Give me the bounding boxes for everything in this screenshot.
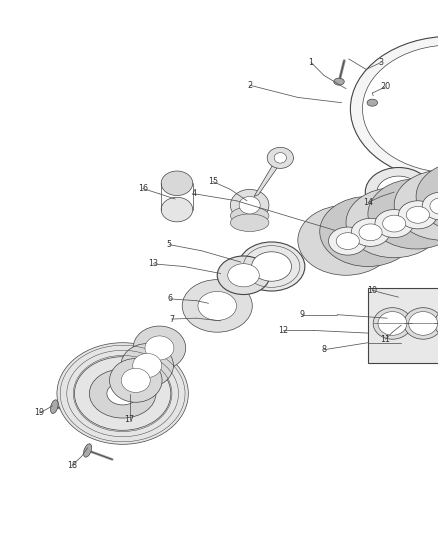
Ellipse shape	[336, 233, 359, 249]
Text: 6: 6	[167, 294, 173, 303]
Ellipse shape	[298, 205, 394, 275]
Text: 3: 3	[378, 58, 384, 67]
Ellipse shape	[121, 344, 173, 387]
Text: 10: 10	[367, 286, 377, 295]
Ellipse shape	[57, 343, 188, 445]
Ellipse shape	[110, 359, 162, 402]
Text: 1: 1	[308, 58, 314, 67]
Text: 18: 18	[67, 461, 77, 470]
Ellipse shape	[416, 161, 438, 231]
Text: 20: 20	[380, 83, 391, 92]
Ellipse shape	[383, 215, 406, 232]
Ellipse shape	[89, 369, 156, 418]
Text: 15: 15	[208, 177, 218, 186]
Ellipse shape	[133, 353, 162, 377]
Ellipse shape	[267, 147, 293, 168]
Ellipse shape	[367, 99, 378, 106]
Ellipse shape	[230, 214, 269, 231]
Text: 14: 14	[363, 198, 373, 207]
Text: 2: 2	[247, 80, 252, 90]
Ellipse shape	[334, 78, 344, 85]
Ellipse shape	[320, 197, 416, 266]
Ellipse shape	[230, 207, 269, 224]
Ellipse shape	[239, 197, 260, 214]
Ellipse shape	[406, 206, 429, 223]
Ellipse shape	[351, 219, 390, 246]
Ellipse shape	[230, 189, 269, 221]
Ellipse shape	[373, 308, 412, 339]
Text: 17: 17	[124, 415, 135, 424]
Bar	[368, 288, 438, 363]
Ellipse shape	[217, 256, 270, 295]
Ellipse shape	[133, 326, 186, 370]
Text: 11: 11	[381, 335, 390, 344]
Ellipse shape	[346, 188, 438, 258]
Ellipse shape	[434, 308, 438, 339]
Ellipse shape	[74, 357, 171, 430]
Text: 5: 5	[166, 240, 172, 249]
Ellipse shape	[274, 152, 286, 163]
Ellipse shape	[430, 198, 438, 214]
Ellipse shape	[107, 382, 138, 405]
Ellipse shape	[350, 36, 438, 181]
Ellipse shape	[121, 368, 150, 392]
Text: 8: 8	[321, 345, 327, 354]
Ellipse shape	[161, 197, 193, 222]
Ellipse shape	[84, 444, 92, 457]
Ellipse shape	[368, 179, 438, 249]
Text: 12: 12	[278, 326, 288, 335]
Ellipse shape	[399, 201, 437, 229]
Text: 19: 19	[34, 408, 45, 417]
Ellipse shape	[182, 280, 252, 332]
Text: 16: 16	[138, 184, 148, 193]
Ellipse shape	[403, 33, 438, 203]
Ellipse shape	[394, 170, 438, 240]
Ellipse shape	[404, 308, 438, 339]
Text: 9: 9	[300, 310, 305, 319]
Ellipse shape	[409, 312, 438, 335]
Ellipse shape	[377, 176, 420, 208]
Ellipse shape	[378, 312, 407, 335]
Text: 7: 7	[169, 314, 174, 324]
Ellipse shape	[359, 224, 382, 241]
Ellipse shape	[422, 192, 438, 220]
Ellipse shape	[238, 242, 305, 291]
Text: 13: 13	[148, 260, 158, 269]
Text: 4: 4	[192, 189, 197, 198]
Ellipse shape	[228, 264, 259, 287]
Ellipse shape	[375, 209, 413, 238]
Ellipse shape	[251, 252, 292, 281]
Ellipse shape	[161, 171, 193, 196]
Ellipse shape	[50, 400, 58, 414]
Ellipse shape	[328, 227, 367, 255]
Ellipse shape	[145, 336, 174, 360]
Ellipse shape	[363, 45, 438, 173]
Ellipse shape	[198, 292, 237, 320]
Polygon shape	[254, 157, 286, 197]
Ellipse shape	[365, 167, 432, 216]
